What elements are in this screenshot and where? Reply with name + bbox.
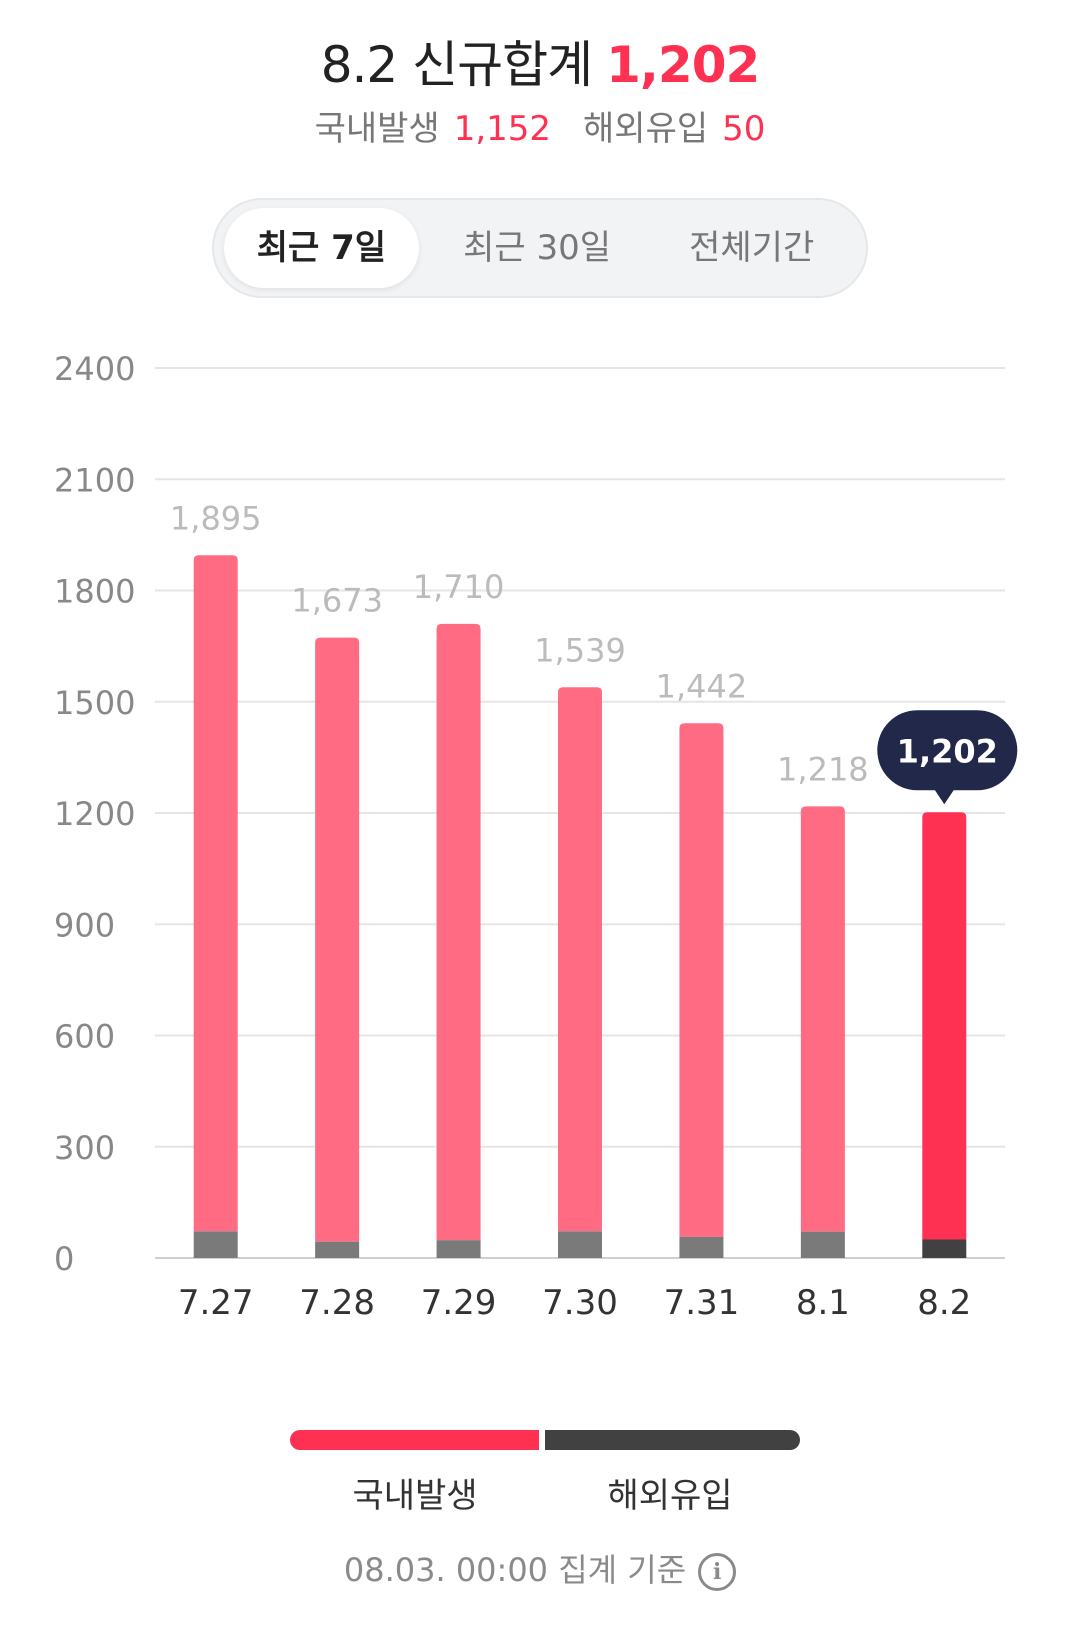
title-date: 8.2 신규합계 [320, 36, 593, 94]
title-total: 1,202 [606, 36, 760, 94]
tooltip-bubble [877, 710, 1018, 791]
page-title: 8.2 신규합계 1,202 [0, 30, 1080, 100]
bar-domestic [922, 812, 967, 1240]
footer-text: 08.03. 00:00 집계 기준 [343, 1551, 687, 1589]
x-tick-label: 7.29 [421, 1283, 497, 1323]
overseas-label: 해외유입 [583, 109, 709, 149]
bar-domestic [800, 806, 845, 1232]
y-tick-label: 0 [54, 1240, 74, 1278]
tab-all-period[interactable]: 전체기간 [689, 228, 815, 268]
bar-overseas [922, 1239, 967, 1258]
footer: 08.03. 00:00 집계 기준 i [0, 1548, 1080, 1592]
summary-line: 국내발생 1,152 해외유입 50 [0, 106, 1080, 152]
y-tick-label: 2400 [54, 350, 135, 388]
data-label: 1,895 [170, 499, 262, 537]
bar-domestic [193, 555, 238, 1232]
y-tick-label: 1800 [54, 573, 135, 611]
bar-overseas [315, 1241, 360, 1258]
bar-overseas [436, 1240, 481, 1258]
legend-swatch-domestic [290, 1430, 539, 1450]
data-label: 1,539 [534, 631, 626, 669]
data-label: 1,218 [777, 750, 869, 788]
x-tick-label: 7.31 [664, 1283, 740, 1323]
bar-domestic [679, 723, 724, 1237]
bar-overseas [558, 1231, 602, 1258]
legend-swatch-overseas [545, 1430, 800, 1450]
x-tick-label: 8.2 [917, 1283, 971, 1323]
data-label: 1,442 [656, 667, 748, 705]
header: 8.2 신규합계 1,202 국내발생 1,152 해외유입 50 [0, 30, 1080, 152]
period-tabs: 최근 7일 최근 30일 전체기간 [212, 198, 868, 298]
domestic-label: 국내발생 [314, 109, 440, 149]
tooltip-pointer [934, 789, 955, 805]
bar-domestic [558, 687, 602, 1232]
legend [290, 1430, 800, 1450]
legend-label-overseas: 해외유입 [607, 1476, 733, 1516]
tab-recent-30-days[interactable]: 최근 30일 [463, 228, 612, 268]
bar-overseas [800, 1231, 845, 1258]
tooltip-value: 1,202 [897, 732, 998, 770]
daily-cases-chart: 0 300 600 900 1200 1500 1800 2100 2400 7.27 1,895 7… [54, 350, 1018, 1323]
y-tick-label: 300 [54, 1129, 115, 1167]
x-tick-label: 7.30 [542, 1283, 618, 1323]
data-label: 1,710 [413, 568, 505, 606]
data-label: 1,673 [291, 582, 383, 620]
bar-overseas [193, 1231, 238, 1258]
tab-recent-7-days[interactable]: 최근 7일 [224, 208, 419, 288]
x-tick-label: 8.1 [796, 1283, 850, 1323]
x-tick-label: 7.28 [299, 1283, 375, 1323]
overseas-value: 50 [722, 109, 766, 149]
y-tick-label: 600 [54, 1018, 115, 1056]
legend-label-domestic: 국내발생 [352, 1476, 478, 1516]
y-tick-label: 1500 [54, 684, 135, 722]
y-tick-label: 2100 [54, 461, 135, 499]
x-tick-label: 7.27 [178, 1283, 254, 1323]
bar-overseas [679, 1236, 724, 1258]
bar-domestic [315, 637, 360, 1242]
info-icon[interactable]: i [698, 1553, 737, 1591]
y-tick-label: 1200 [54, 795, 135, 833]
domestic-value: 1,152 [453, 109, 552, 149]
y-tick-label: 900 [54, 906, 115, 944]
bar-domestic [436, 623, 481, 1241]
